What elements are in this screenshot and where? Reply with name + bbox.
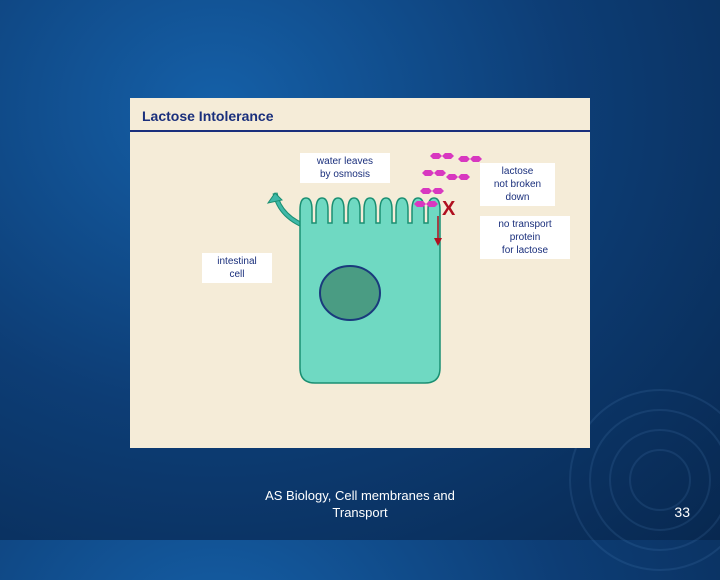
label-cell-text: intestinalcell — [217, 256, 256, 280]
label-lactose: lactosenot brokendown — [480, 163, 555, 206]
label-cell: intestinalcell — [202, 253, 272, 283]
lactose-molecules — [130, 98, 590, 448]
diagram-panel: Lactose Intolerance — [130, 98, 590, 448]
x-mark: X — [442, 198, 455, 221]
label-osmosis-text: water leavesby osmosis — [317, 156, 373, 180]
label-lactose-text: lactosenot brokendown — [494, 166, 541, 203]
label-osmosis: water leavesby osmosis — [300, 153, 390, 183]
label-transport-text: no transportproteinfor lactose — [498, 219, 551, 256]
footer-text: AS Biology, Cell membranes andTransport — [265, 488, 455, 522]
label-transport: no transportproteinfor lactose — [480, 216, 570, 259]
page-number: 33 — [674, 504, 690, 520]
